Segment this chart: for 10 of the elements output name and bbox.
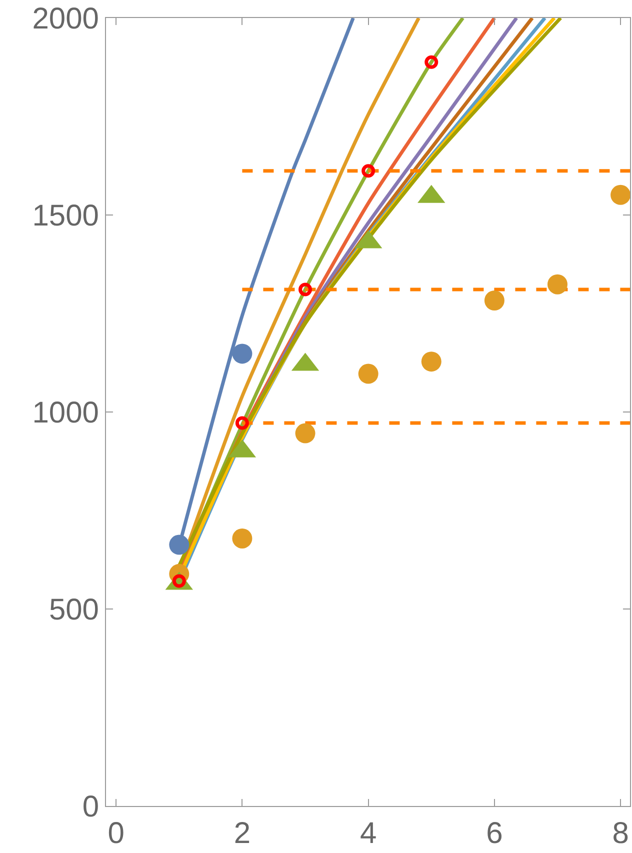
- y-tick-label: 1500: [32, 200, 99, 232]
- y-tick-label: 1000: [32, 396, 99, 430]
- x-tick-label: 6: [486, 817, 503, 850]
- y-tick-label: 500: [48, 594, 99, 626]
- x-tick-label: 2: [234, 817, 251, 850]
- y-tick-label: 0: [82, 790, 99, 824]
- x-tick-label: 0: [108, 817, 124, 850]
- x-tick-label: 8: [612, 817, 629, 850]
- x-tick-label: 4: [360, 817, 377, 850]
- y-tick-label: 2000: [32, 2, 99, 36]
